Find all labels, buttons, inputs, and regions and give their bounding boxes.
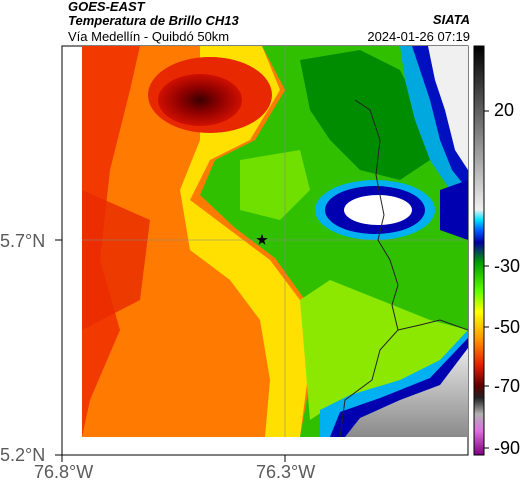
product-title: Temperatura de Brillo CH13 — [68, 13, 239, 28]
organization-label: SIATA — [432, 12, 470, 27]
colorbar-tick-minus70: -70 — [494, 376, 521, 396]
datetime-label: 2024-01-26 07:19 — [367, 29, 470, 44]
lat-label-5-2: 5.2°N — [0, 445, 46, 465]
colorbar-tick-minus90: -90 — [494, 438, 521, 458]
lon-label-76-3: 76.3°W — [256, 462, 316, 482]
colorbar-tick-minus30: -30 — [494, 256, 521, 276]
colorbar — [473, 45, 485, 456]
satellite-title: GOES-EAST — [68, 0, 145, 14]
lon-label-76-8: 76.8°W — [34, 462, 94, 482]
lat-label-5-7: 5.7°N — [0, 231, 46, 251]
star-icon — [256, 234, 268, 245]
route-subtitle: Vía Medellín - Quibdó 50km — [68, 29, 230, 44]
colorbar-tick-20: 20 — [494, 100, 515, 120]
brightness-temperature-field — [82, 46, 468, 437]
colorbar-tick-minus50: -50 — [494, 317, 521, 337]
